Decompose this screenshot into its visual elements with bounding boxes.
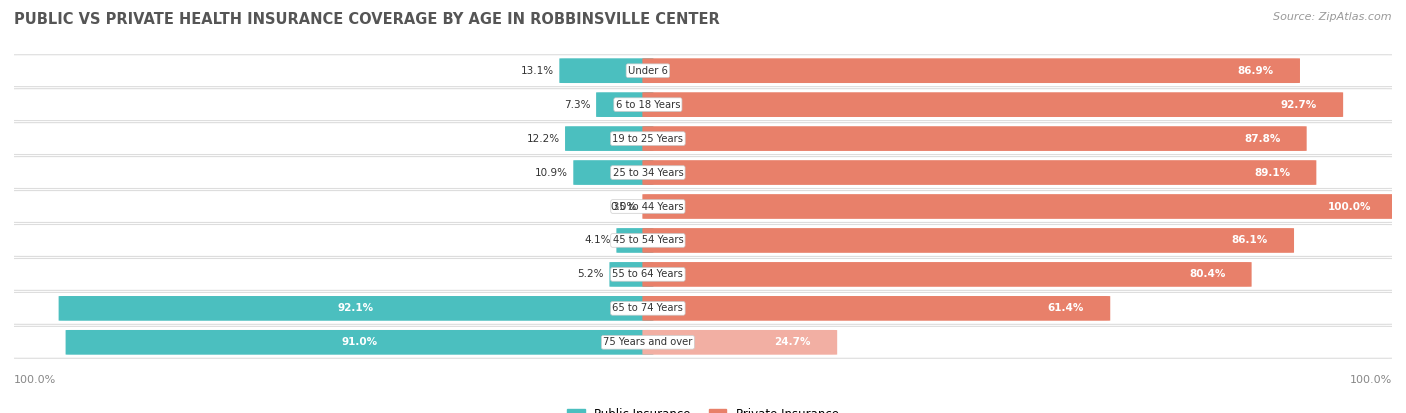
Text: Under 6: Under 6	[628, 66, 668, 76]
Text: 100.0%: 100.0%	[1327, 202, 1371, 211]
FancyBboxPatch shape	[643, 194, 1398, 219]
Text: 80.4%: 80.4%	[1189, 269, 1226, 280]
FancyBboxPatch shape	[7, 225, 1399, 256]
FancyBboxPatch shape	[7, 190, 1399, 223]
FancyBboxPatch shape	[643, 262, 1251, 287]
Text: Source: ZipAtlas.com: Source: ZipAtlas.com	[1274, 12, 1392, 22]
Text: 25 to 34 Years: 25 to 34 Years	[613, 168, 683, 178]
Text: 91.0%: 91.0%	[342, 337, 378, 347]
FancyBboxPatch shape	[596, 92, 654, 117]
FancyBboxPatch shape	[7, 259, 1399, 290]
Text: PUBLIC VS PRIVATE HEALTH INSURANCE COVERAGE BY AGE IN ROBBINSVILLE CENTER: PUBLIC VS PRIVATE HEALTH INSURANCE COVER…	[14, 12, 720, 27]
FancyBboxPatch shape	[643, 228, 1294, 253]
FancyBboxPatch shape	[643, 330, 837, 355]
FancyBboxPatch shape	[7, 292, 1399, 324]
FancyBboxPatch shape	[59, 296, 654, 321]
Text: 75 Years and over: 75 Years and over	[603, 337, 693, 347]
Text: 7.3%: 7.3%	[564, 100, 591, 109]
FancyBboxPatch shape	[565, 126, 654, 151]
Text: 10.9%: 10.9%	[534, 168, 568, 178]
Text: 100.0%: 100.0%	[14, 375, 56, 385]
Text: 6 to 18 Years: 6 to 18 Years	[616, 100, 681, 109]
FancyBboxPatch shape	[7, 157, 1399, 188]
Text: 86.1%: 86.1%	[1232, 235, 1268, 245]
FancyBboxPatch shape	[609, 262, 654, 287]
Text: 4.1%: 4.1%	[585, 235, 610, 245]
FancyBboxPatch shape	[643, 92, 1343, 117]
FancyBboxPatch shape	[643, 296, 1111, 321]
Legend: Public Insurance, Private Insurance: Public Insurance, Private Insurance	[567, 408, 839, 413]
FancyBboxPatch shape	[616, 228, 654, 253]
FancyBboxPatch shape	[66, 330, 654, 355]
Text: 5.2%: 5.2%	[578, 269, 605, 280]
Text: 100.0%: 100.0%	[1350, 375, 1392, 385]
FancyBboxPatch shape	[7, 55, 1399, 87]
Text: 24.7%: 24.7%	[775, 337, 811, 347]
Text: 35 to 44 Years: 35 to 44 Years	[613, 202, 683, 211]
Text: 12.2%: 12.2%	[526, 133, 560, 144]
FancyBboxPatch shape	[7, 89, 1399, 121]
FancyBboxPatch shape	[560, 58, 654, 83]
Text: 65 to 74 Years: 65 to 74 Years	[613, 304, 683, 313]
Text: 92.7%: 92.7%	[1281, 100, 1317, 109]
FancyBboxPatch shape	[7, 326, 1399, 358]
Text: 55 to 64 Years: 55 to 64 Years	[613, 269, 683, 280]
FancyBboxPatch shape	[643, 58, 1301, 83]
Text: 89.1%: 89.1%	[1254, 168, 1291, 178]
Text: 19 to 25 Years: 19 to 25 Years	[613, 133, 683, 144]
Text: 45 to 54 Years: 45 to 54 Years	[613, 235, 683, 245]
Text: 13.1%: 13.1%	[520, 66, 554, 76]
FancyBboxPatch shape	[643, 126, 1306, 151]
Text: 87.8%: 87.8%	[1244, 133, 1281, 144]
FancyBboxPatch shape	[574, 160, 654, 185]
FancyBboxPatch shape	[643, 160, 1316, 185]
Text: 0.0%: 0.0%	[610, 202, 637, 211]
Text: 92.1%: 92.1%	[337, 304, 374, 313]
Text: 86.9%: 86.9%	[1237, 66, 1274, 76]
FancyBboxPatch shape	[7, 123, 1399, 154]
Text: 61.4%: 61.4%	[1047, 304, 1084, 313]
